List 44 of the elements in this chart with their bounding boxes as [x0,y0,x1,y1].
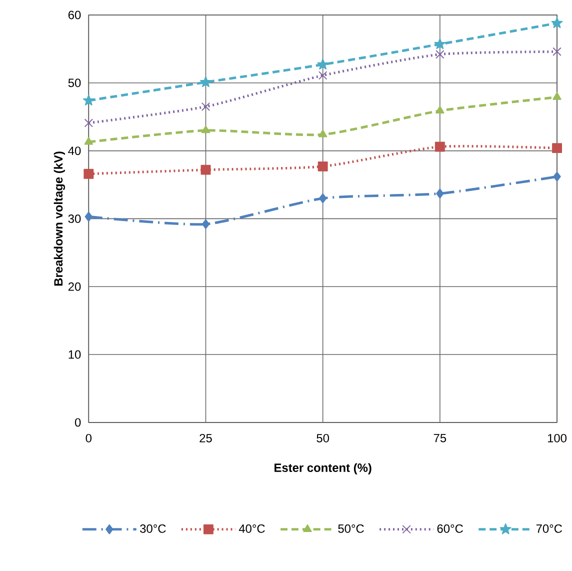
point [436,188,444,198]
point [551,17,563,28]
x-tick-label: 25 [200,434,212,442]
point [84,136,94,145]
point [201,125,210,134]
y-tick-label: 30 [68,214,81,223]
point [434,142,445,152]
y-tick-label: 0 [74,418,81,427]
point [436,50,444,59]
point [202,219,210,230]
legend-label: 50°C [338,524,364,533]
legend-label: 40°C [238,524,265,533]
y-tick-label: 50 [68,78,81,88]
point [318,70,328,80]
x-tick-label: 75 [434,434,446,442]
point [200,76,212,88]
legend-label: 70°C [536,524,562,533]
point [317,58,329,70]
x-tick-label: 100 [548,434,567,442]
point [553,172,561,182]
y-tick-label: 60 [68,10,81,20]
point [552,92,562,100]
point [434,38,446,50]
point [318,129,328,138]
y-axis-title: Breakdown voltage (kV) [54,152,66,286]
x-tick-label: 0 [86,434,92,442]
x-tick-label: 50 [316,434,330,442]
point [84,118,94,128]
legend-label: 30°C [140,524,166,533]
y-tick-label: 10 [68,350,81,359]
point [318,193,327,204]
x-axis-title: Ester content (%) [274,463,372,474]
point [200,164,211,175]
y-tick-label: 40 [68,146,81,155]
legend-label: 60°C [437,524,463,533]
point [552,143,562,153]
point [201,102,210,111]
point [84,212,93,222]
point [84,168,94,179]
point [552,47,562,56]
point [318,161,328,172]
point [436,106,444,114]
y-tick-label: 20 [68,282,81,291]
point [82,94,94,106]
